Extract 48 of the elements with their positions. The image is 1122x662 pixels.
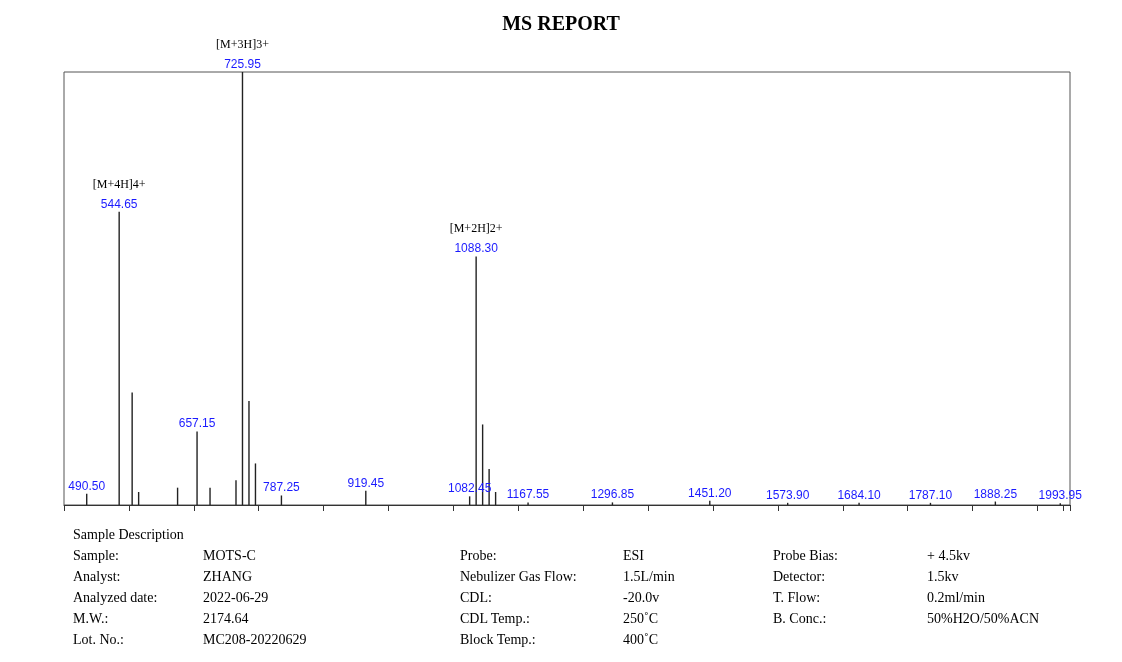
text: B. Conc.:: [773, 610, 827, 626]
x-tick-label: 919.45: [347, 475, 385, 490]
text: + 4.5kv: [927, 547, 970, 563]
x-tick-label: 1787.10: [908, 487, 953, 502]
text: 0.2ml/min: [927, 589, 985, 605]
text: Sample:: [73, 547, 119, 563]
text: Nebulizer Gas Flow:: [460, 568, 577, 584]
x-tick-label: 725.95: [224, 57, 262, 71]
text: Sample Description: [73, 526, 184, 542]
x-tick-label: 1088.30: [454, 241, 499, 256]
text: Analyzed date:: [73, 589, 158, 605]
text: 2022-06-29: [203, 589, 269, 605]
text: CDL:: [460, 589, 492, 605]
text: Lot. No.:: [73, 631, 124, 647]
text: 2174.64: [203, 610, 249, 626]
text: MOTS-C: [203, 547, 256, 563]
x-tick-label: 544.65: [100, 196, 138, 211]
x-tick-label: 1573.90: [765, 487, 810, 502]
x-tick-label: 787.25: [263, 480, 301, 495]
chart-title: MS REPORT: [502, 12, 621, 34]
text: Detector:: [773, 568, 826, 584]
text: Probe:: [460, 547, 497, 563]
text: CDL Temp.:: [460, 610, 530, 626]
text: -20.0v: [623, 589, 660, 605]
text: T. Flow:: [773, 589, 821, 605]
x-tick-label: 1451.20: [688, 485, 732, 500]
x-tick-label: 657.15: [178, 416, 216, 431]
text: Analyst:: [73, 568, 121, 584]
text: MC208-20220629: [203, 631, 307, 647]
text: 400˚C: [623, 631, 658, 647]
x-tick-label: 1888.25: [973, 486, 1018, 501]
text: Probe Bias:: [773, 547, 838, 563]
text: 1.5L/min: [623, 568, 675, 584]
x-tick-label: 1167.55: [506, 487, 550, 502]
text: M.W.:: [73, 610, 109, 626]
x-tick-label: 1684.10: [837, 487, 882, 502]
x-tick-label: 1296.85: [590, 487, 635, 502]
text: ZHANG: [203, 568, 252, 584]
annotation: [M+2H]2+: [449, 221, 503, 236]
x-tick-label: 490.50: [68, 478, 106, 493]
x-tick-label: 1993.95: [1038, 488, 1083, 503]
text: ESI: [623, 547, 645, 563]
text: 50%H2O/50%ACN: [927, 610, 1039, 626]
annotation: [M+3H]3+: [216, 37, 270, 51]
text: 1.5kv: [927, 568, 959, 584]
text: 250˚C: [623, 610, 658, 626]
text: Block Temp.:: [460, 631, 536, 647]
annotation: [M+4H]4+: [92, 176, 146, 191]
